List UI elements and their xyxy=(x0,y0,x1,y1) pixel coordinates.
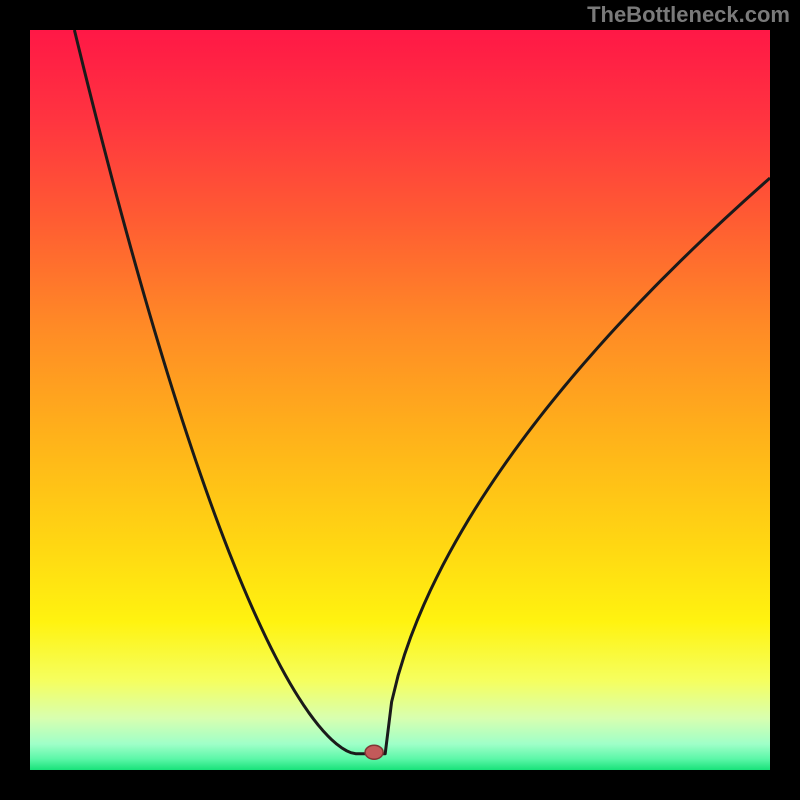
chart-canvas: TheBottleneck.com xyxy=(0,0,800,800)
bottleneck-chart-svg xyxy=(0,0,800,800)
current-config-marker xyxy=(365,745,383,759)
gradient-plot-area xyxy=(30,30,770,770)
